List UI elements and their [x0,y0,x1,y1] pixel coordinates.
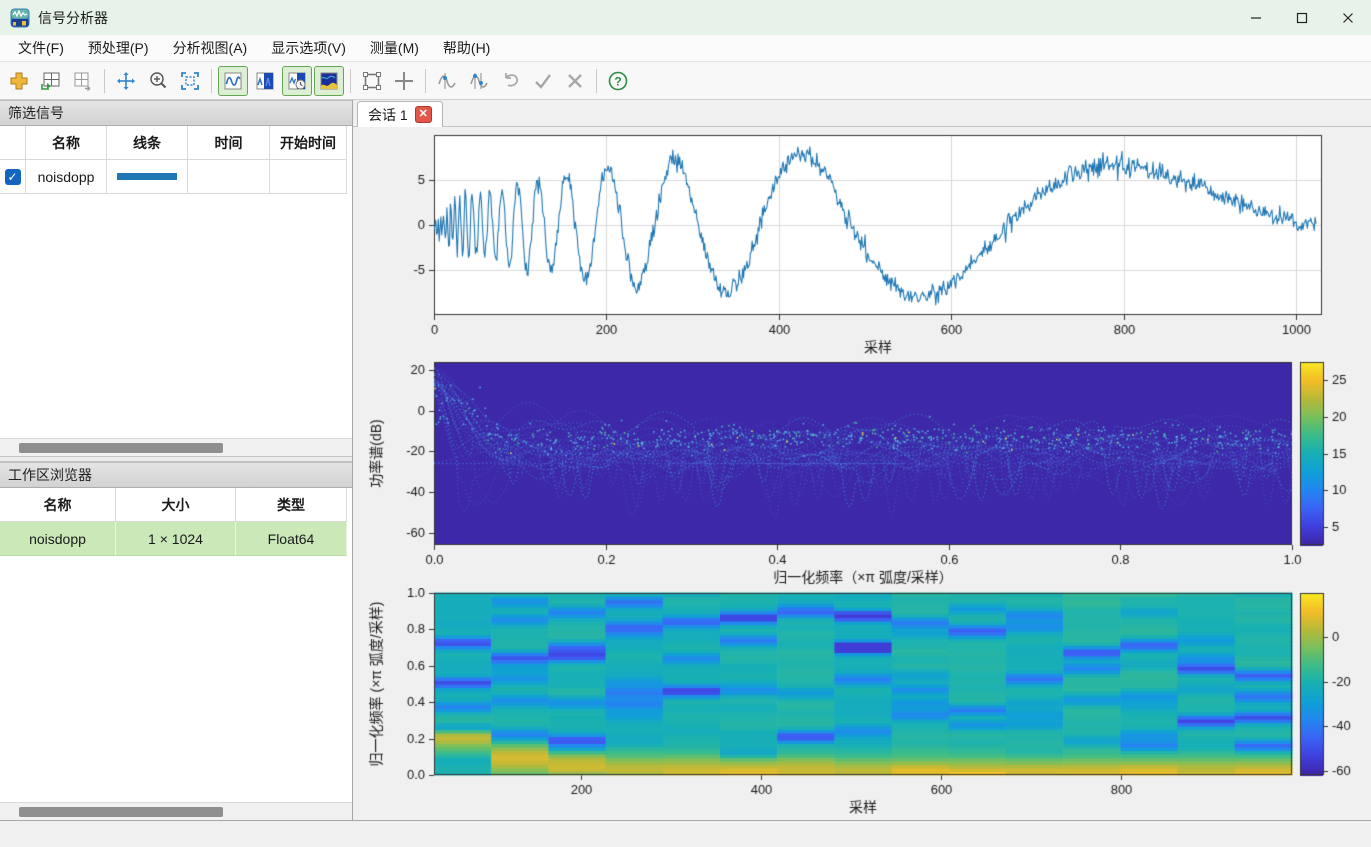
menu-help[interactable]: 帮助(H) [442,40,491,56]
spectrogram-plot[interactable] [353,588,1368,820]
cancel-button[interactable] [560,66,590,96]
add-signal-button[interactable] [4,66,34,96]
close-button[interactable] [1325,0,1371,35]
pan-button[interactable] [111,66,141,96]
time-domain-plot[interactable] [353,127,1368,358]
scrollbar-thumb[interactable] [19,443,223,453]
toolbar-divider [104,68,105,93]
signal-time-cell[interactable] [188,160,270,194]
session-tab-bar: 会话 1 ✕ [353,100,1371,127]
zoom-select-button[interactable] [357,66,387,96]
filter-col-time: 时间 [188,126,270,160]
session-tab[interactable]: 会话 1 ✕ [357,101,443,127]
spectrum-view-toggle[interactable] [250,66,280,96]
workspace-browser-title: 工作区浏览器 [8,467,92,483]
status-bar [0,820,1371,847]
menu-measure[interactable]: 测量(M) [369,40,419,56]
workspace-row-size[interactable]: 1 × 1024 [116,522,236,556]
filter-col-checkbox [0,126,26,160]
filter-signals-title: 筛选信号 [8,105,64,121]
grid-layout-button[interactable] [68,66,98,96]
workspace-row-name[interactable]: noisdopp [0,522,116,556]
left-panel: 筛选信号 名称 线条 时间 开始时间 ✓ noisdopp [0,100,353,820]
crosshair-button[interactable] [389,66,419,96]
filter-signals-header: 筛选信号 [0,100,352,126]
spectrogram-view-toggle[interactable] [314,65,344,96]
maximize-button[interactable] [1279,0,1325,35]
menu-analysis-views[interactable]: 分析视图(A) [172,40,248,56]
time-spectrum-view-toggle[interactable] [282,65,312,96]
menu-preprocess[interactable]: 预处理(P) [87,40,149,56]
workspace-col-type: 类型 [236,488,347,522]
plot-area [353,127,1371,820]
undo-button[interactable] [496,66,526,96]
filter-col-starttime: 开始时间 [270,126,347,160]
workspace-col-name: 名称 [0,488,116,522]
signal-line-swatch[interactable] [117,173,177,180]
filter-col-line: 线条 [107,126,188,160]
workspace-browser-table: 名称 大小 类型 noisdopp 1 × 1024 Float64 [0,488,352,802]
app-icon [10,8,30,28]
scrollbar-thumb[interactable] [19,807,223,817]
fit-to-view-button[interactable] [175,66,205,96]
signal-starttime-cell[interactable] [270,160,347,194]
session-tab-label: 会话 1 [368,106,408,123]
minimize-button[interactable] [1233,0,1279,35]
filter-col-name: 名称 [26,126,107,160]
menu-file[interactable]: 文件(F) [18,40,64,56]
help-button[interactable]: ? [603,66,633,96]
toolbar-divider [425,68,426,93]
window-title: 信号分析器 [38,9,108,26]
accept-button[interactable] [528,66,558,96]
time-view-toggle[interactable] [218,65,248,96]
window-controls [1233,0,1371,35]
toolbar-divider [350,68,351,93]
data-cursor-dual-button[interactable] [464,66,494,96]
workspace-col-size: 大小 [116,488,236,522]
svg-text:?: ? [614,74,621,88]
main-area: 会话 1 ✕ [353,100,1371,820]
add-display-grid-button[interactable] [36,66,66,96]
menu-bar: 文件(F) 预处理(P) 分析视图(A) 显示选项(V) 测量(M) 帮助(H) [0,35,1371,62]
tab-close-icon[interactable]: ✕ [414,106,432,123]
filter-signals-hscrollbar[interactable] [0,438,352,456]
title-bar: 信号分析器 [0,0,1371,35]
data-cursor-single-button[interactable] [432,66,462,96]
signal-name-cell[interactable]: noisdopp [26,160,107,194]
workspace-row-type[interactable]: Float64 [236,522,347,556]
zoom-in-button[interactable] [143,66,173,96]
panel-splitter[interactable] [0,456,352,462]
signal-checkbox[interactable]: ✓ [4,168,21,185]
signal-line-cell[interactable] [107,160,188,194]
menu-display-options[interactable]: 显示选项(V) [271,40,346,56]
toolbar-divider [211,68,212,93]
workspace-browser-header: 工作区浏览器 [0,462,352,488]
filter-signals-table: 名称 线条 时间 开始时间 ✓ noisdopp [0,126,352,438]
toolbar-divider [596,68,597,93]
workspace-browser-hscrollbar[interactable] [0,802,352,820]
persistence-spectrum-plot[interactable] [353,358,1368,588]
signal-row-checkbox-cell[interactable]: ✓ [0,160,26,194]
app-body: 筛选信号 名称 线条 时间 开始时间 ✓ noisdopp [0,100,1371,820]
toolbar: ? [0,62,1371,100]
